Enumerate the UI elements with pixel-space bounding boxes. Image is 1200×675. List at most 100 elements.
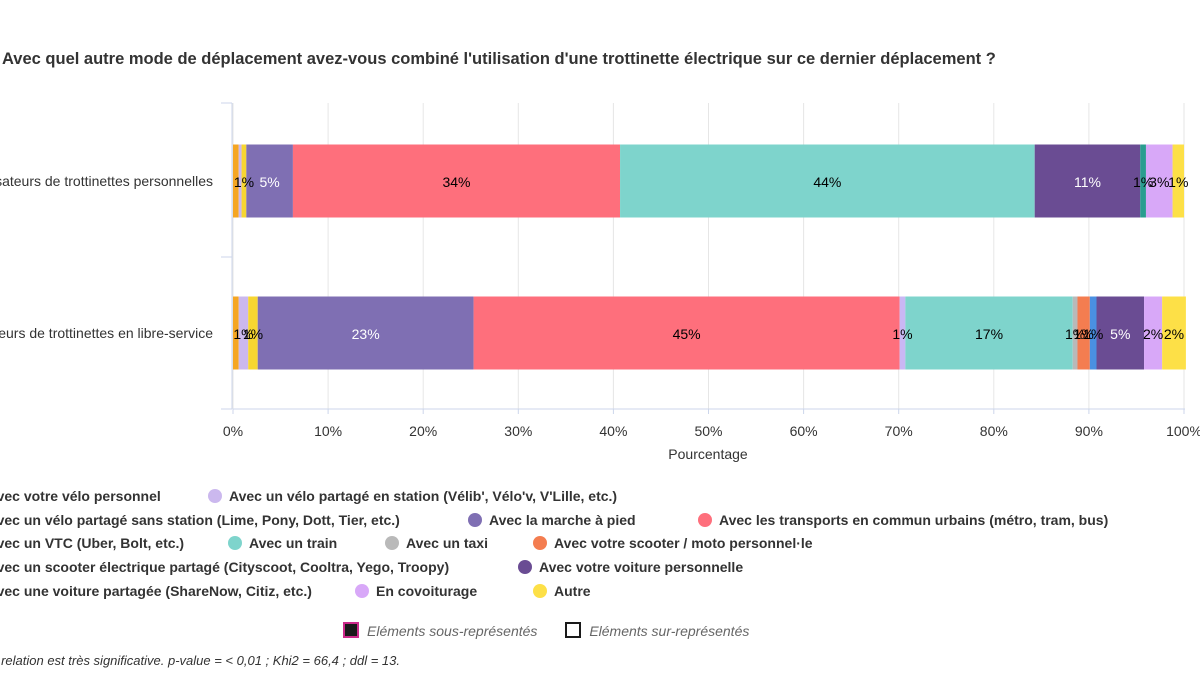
bar-segment (246, 144, 293, 218)
legend-label: Avec les transports en commun urbains (m… (719, 511, 1109, 528)
bar-segment (1172, 144, 1184, 218)
legend-row: Avec votre vélo personnel Avec un vélo pa… (0, 486, 1200, 510)
data-label: 1% (1168, 174, 1188, 190)
bar-segment (257, 296, 474, 370)
bar-segment (1144, 296, 1163, 370)
legend-label: Avec un taxi (406, 535, 488, 552)
bar-segment (241, 144, 247, 218)
x-axis-title: Pourcentage (668, 446, 748, 462)
significance-footnote: La relation est très significative. p-va… (0, 653, 400, 668)
x-tick-label: 100% (1166, 423, 1200, 439)
under-represented-swatch (343, 622, 359, 638)
legend-swatch (355, 583, 369, 598)
legend-swatch (228, 536, 242, 551)
bar-segment (1077, 296, 1090, 370)
data-label: 2% (1143, 326, 1163, 342)
legend-label: Avec votre voiture personnelle (539, 559, 744, 576)
x-tick-label: 40% (599, 423, 627, 439)
bar-segment (233, 296, 239, 370)
legend-row: Avec un scooter électrique partagé (City… (0, 557, 1200, 581)
data-label: 5% (259, 174, 279, 190)
category-label: Utilisateurs de trottinettes en libre-se… (0, 325, 213, 341)
legend-label: Avec un train (249, 535, 338, 552)
legend-swatch (698, 512, 712, 527)
legend-item[interactable]: Avec votre scooter / moto personnel·le (533, 533, 813, 553)
x-tick-label: 70% (885, 423, 913, 439)
legend-label: En covoiturage (376, 582, 478, 599)
chart-title: Avec quel autre mode de déplacement avez… (2, 50, 996, 68)
legend-item[interactable]: Avec un vélo partagé en station (Vélib',… (208, 486, 617, 506)
data-label: 34% (442, 174, 470, 190)
data-label: 23% (352, 326, 380, 342)
legend-row: Avec une voiture partagée (ShareNow, Cit… (0, 581, 1200, 605)
x-tick-label: 10% (314, 423, 342, 439)
data-label: 11% (1074, 174, 1101, 190)
legend-swatch (533, 536, 547, 551)
bar-segment (1145, 144, 1173, 218)
legend-item[interactable]: Avec votre voiture personnelle (518, 557, 743, 577)
over-represented-legend-item[interactable]: Eléments sur-représentés (565, 622, 749, 639)
bar-segment (1096, 296, 1145, 370)
legend-item[interactable]: Avec un train (228, 533, 337, 553)
data-label: 17% (975, 326, 1003, 342)
bar-segment (1089, 296, 1097, 370)
legend-item[interactable]: Autre (533, 581, 591, 601)
legend-label: Avec la marche à pied (489, 511, 636, 528)
legend-label: Avec un scooter électrique partagé (City… (0, 559, 450, 576)
legend-item[interactable]: Avec un vélo partagé sans station (Lime,… (0, 510, 400, 530)
data-label: 1% (233, 326, 253, 342)
legend-item[interactable]: Avec un VTC (Uber, Bolt, etc.) (0, 533, 184, 553)
legend-swatch (468, 512, 482, 527)
legend-label: Avec un VTC (Uber, Bolt, etc.) (0, 535, 185, 552)
legend-row: Avec un vélo partagé sans station (Lime,… (0, 510, 1200, 534)
data-label: 1% (1083, 326, 1103, 342)
over-represented-label: Eléments sur-représentés (589, 623, 750, 639)
data-label: 3% (1149, 174, 1169, 190)
bar-segment (1162, 296, 1186, 370)
legend-item[interactable]: Avec votre vélo personnel (0, 486, 161, 506)
data-label: 1% (243, 326, 263, 342)
bar-segment (233, 144, 239, 218)
legend-item[interactable]: Avec un scooter électrique partagé (City… (0, 557, 449, 577)
representation-legend: Eléments sous-représentés Eléments sur-r… (343, 622, 773, 639)
bar-segment (905, 296, 1073, 370)
bar-segment (1072, 296, 1078, 370)
bar-segment (292, 144, 621, 218)
data-label: 1% (892, 326, 912, 342)
bar-segment (248, 296, 258, 370)
under-represented-legend-item[interactable]: Eléments sous-représentés (343, 622, 537, 639)
legend-swatch (385, 536, 399, 551)
x-tick-label: 60% (790, 423, 818, 439)
category-label: Utilisateurs de trottinettes personnelle… (0, 173, 213, 189)
legend-label: Autre (554, 582, 591, 599)
legend-swatch (518, 560, 532, 575)
under-represented-label: Eléments sous-représentés (367, 623, 538, 639)
x-tick-label: 80% (980, 423, 1008, 439)
data-label: 44% (813, 174, 841, 190)
legend-item[interactable]: Avec un taxi (385, 533, 488, 553)
legend-row: Avec un VTC (Uber, Bolt, etc.) Avec un tr… (0, 533, 1200, 557)
legend-item[interactable]: En covoiturage (355, 581, 477, 601)
bar-segment (473, 296, 900, 370)
data-label: 1% (1133, 174, 1153, 190)
data-label: 45% (673, 326, 701, 342)
data-labels: 1% 5% 34% 44% 11% 1%3%1%1%1% 23% 45% 1% 17% 1%1%1%… (233, 174, 1188, 342)
legend: Avec votre vélo personnel Avec un vélo pa… (0, 486, 1200, 604)
data-label: 1% (234, 174, 254, 190)
bar-segment (238, 144, 242, 218)
bar-segment (238, 296, 249, 370)
data-label: 1% (1065, 326, 1085, 342)
bar-segment (620, 144, 1035, 218)
legend-item[interactable]: Avec la marche à pied (468, 510, 636, 530)
legend-item[interactable]: Avec une voiture partagée (ShareNow, Cit… (0, 581, 312, 601)
bar-segment (1140, 144, 1146, 218)
legend-label: Avec un vélo partagé sans station (Lime,… (0, 511, 400, 528)
bar-segment (899, 296, 906, 370)
data-label: 2% (1164, 326, 1184, 342)
legend-swatch (208, 489, 222, 503)
x-tick-label: 0% (223, 423, 243, 439)
legend-item[interactable]: Avec les transports en commun urbains (m… (698, 510, 1108, 530)
legend-label: Avec votre vélo personnel (0, 488, 161, 504)
x-tick-label: 50% (694, 423, 722, 439)
